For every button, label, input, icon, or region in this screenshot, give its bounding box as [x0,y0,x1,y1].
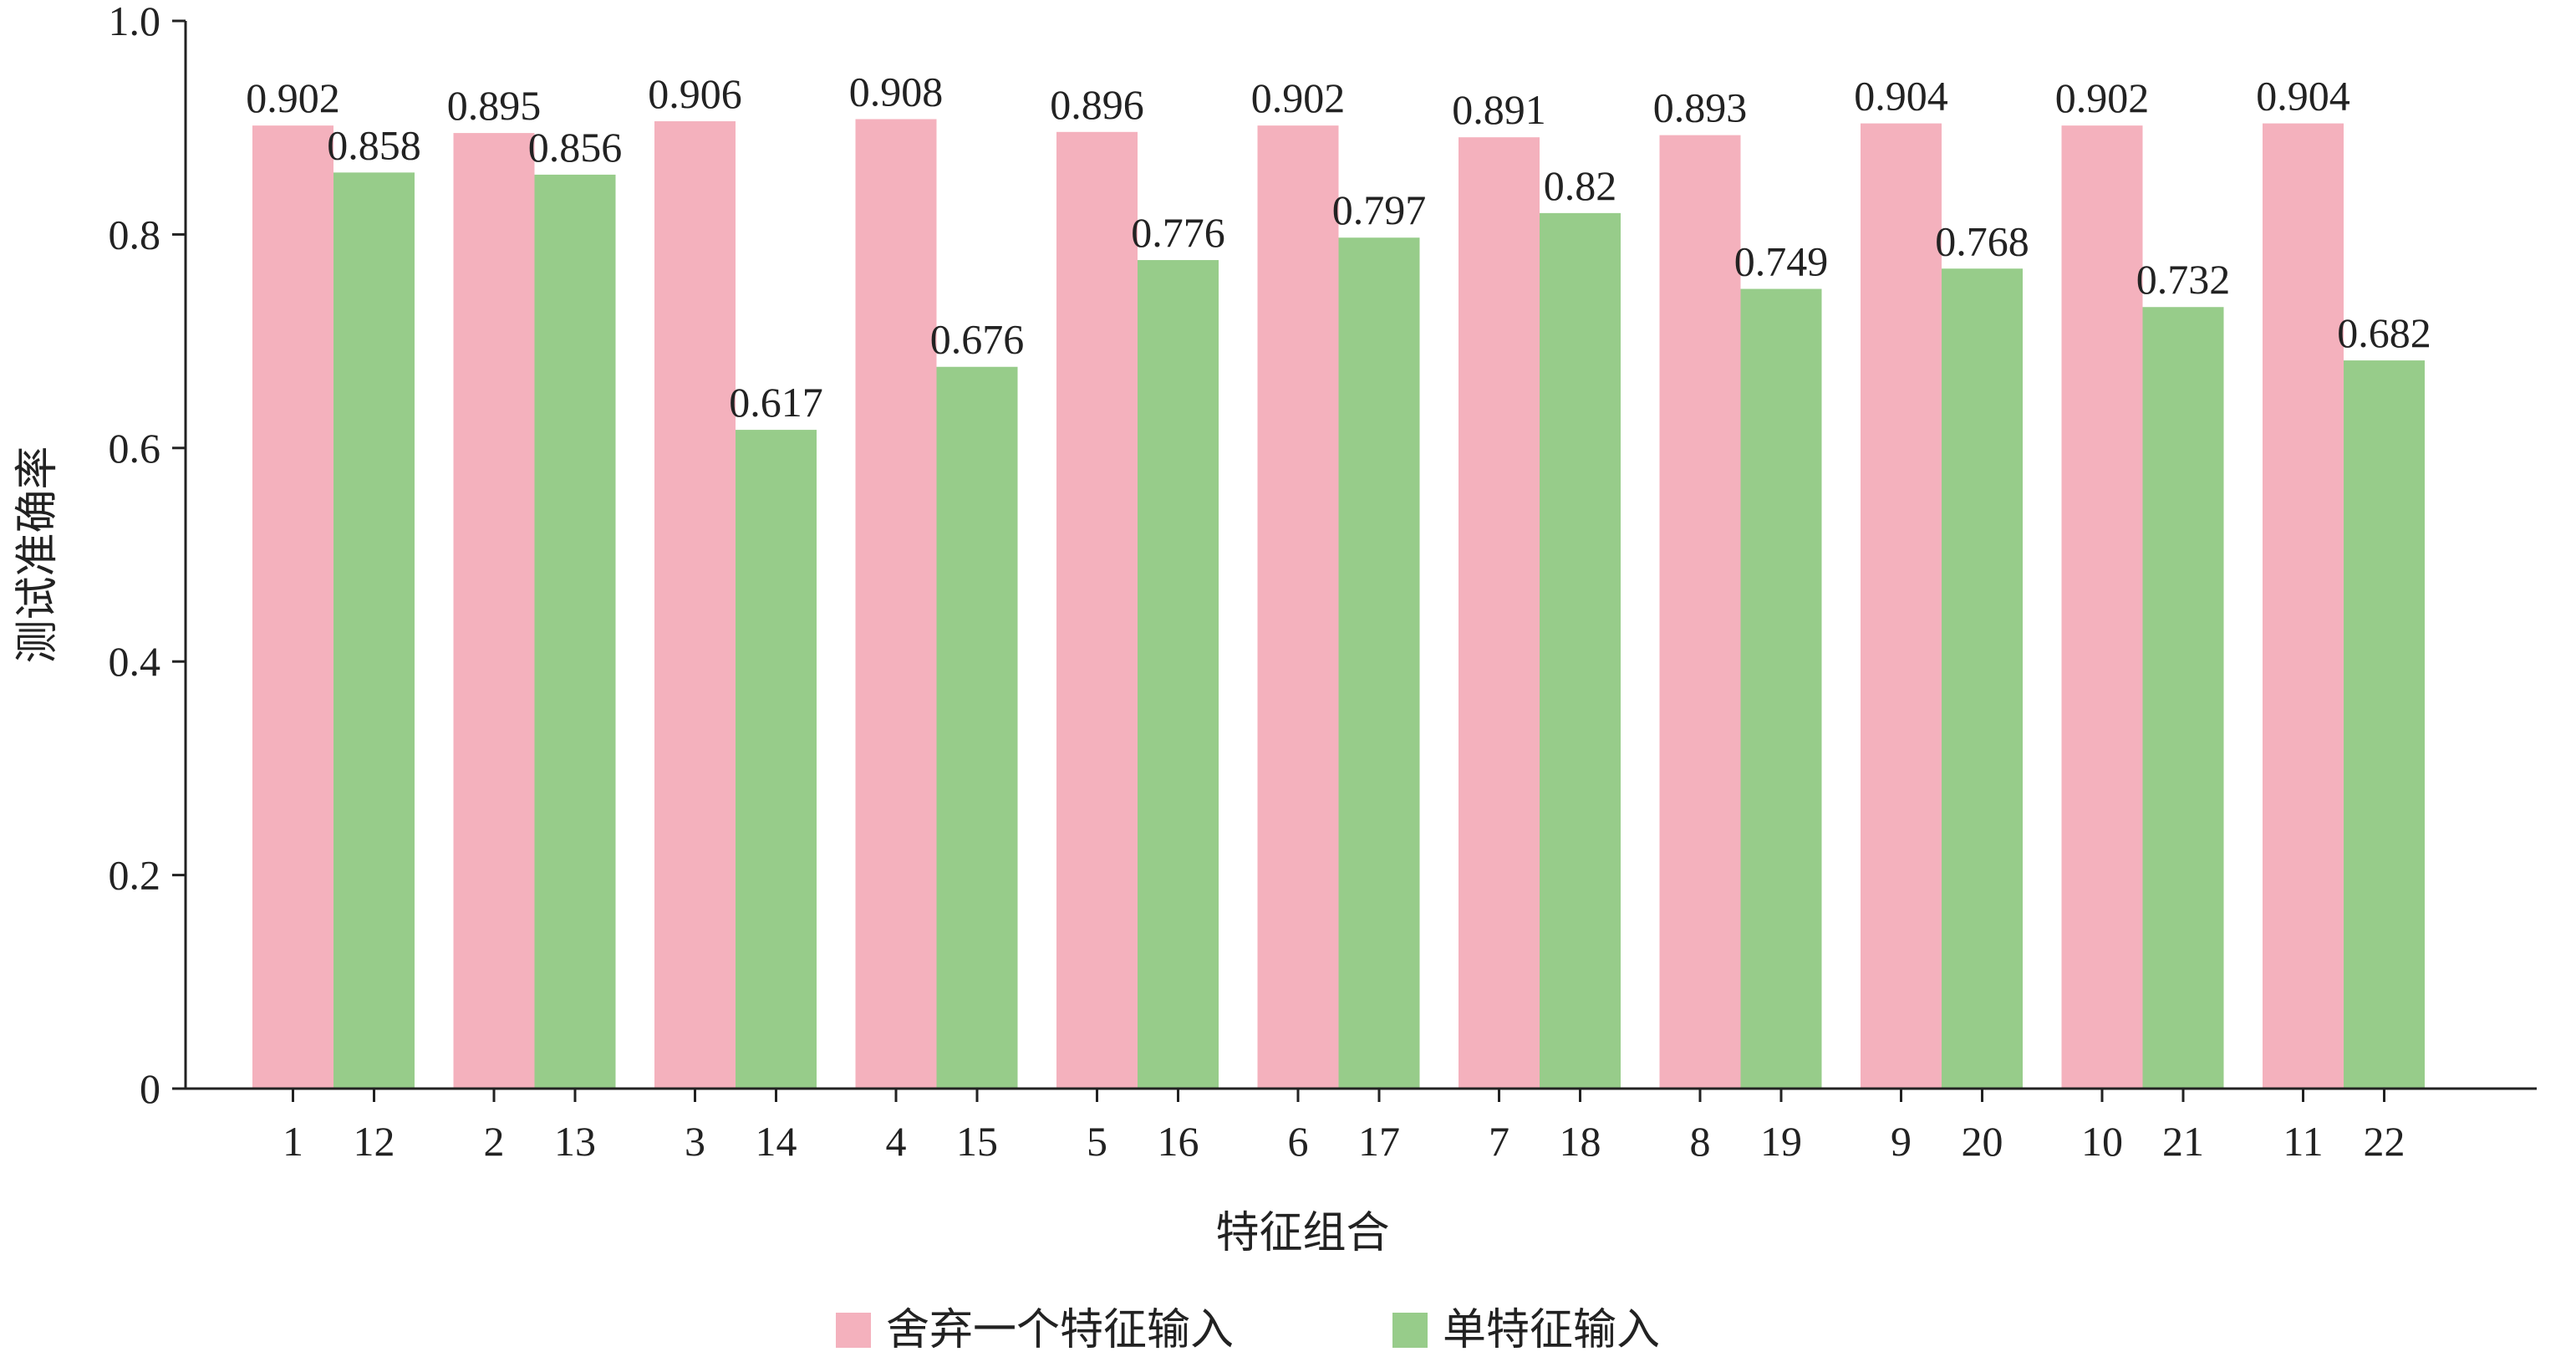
x-tick-label: 3 [685,1118,705,1165]
x-tick-label: 11 [2283,1118,2323,1165]
y-ticks-layer: 0 0.2 0.4 0.6 0.8 1.0 [109,0,186,1112]
x-tick-label: 7 [1489,1118,1509,1165]
data-label: 0.676 [930,316,1025,363]
bar-drop-one [855,119,937,1089]
data-label: 0.749 [1734,238,1829,285]
x-tick-label: 10 [2081,1118,2123,1165]
x-tick-label: 15 [956,1118,998,1165]
data-labels-layer: 0.9020.8580.8950.8560.9060.6170.9080.676… [246,68,2431,426]
y-tick-label: 0.2 [109,852,161,899]
bar-single [1942,268,2023,1089]
x-tick-label: 18 [1560,1118,1601,1165]
data-label: 0.902 [1251,74,1346,121]
x-tick-label: 20 [1962,1118,2003,1165]
data-label: 0.858 [327,121,421,168]
data-label: 0.906 [648,70,742,117]
bar-single [736,430,817,1089]
legend-label-single: 单特征输入 [1443,1307,1660,1354]
legend: 舍弃一个特征输入 单特征输入 [836,1307,1660,1354]
bars-layer [252,119,2425,1089]
x-tick-label: 2 [484,1118,505,1165]
data-label: 0.682 [2337,309,2431,356]
y-axis-title: 测试准确率 [14,446,62,663]
data-label: 0.82 [1544,162,1617,209]
bar-single [2142,307,2224,1089]
bar-single [2344,360,2425,1089]
data-label: 0.617 [729,379,823,426]
bar-drop-one [654,121,736,1089]
legend-swatch-single [1392,1313,1428,1348]
x-tick-label: 19 [1760,1118,1802,1165]
bar-single [1540,212,1621,1089]
x-tick-label: 4 [886,1118,907,1165]
data-label: 0.902 [246,74,340,121]
axes-layer [184,21,2537,1090]
bar-drop-one [1659,135,1741,1089]
data-label: 0.904 [2256,73,2350,120]
x-tick-label: 9 [1891,1118,1912,1165]
bar-single [1740,288,1822,1089]
x-tick-label: 5 [1087,1118,1107,1165]
data-label: 0.895 [447,82,542,129]
y-tick-label: 0.4 [109,638,161,685]
bar-drop-one [252,125,333,1089]
bar-drop-one [1056,131,1138,1089]
x-tick-label: 17 [1358,1118,1400,1165]
bar-drop-one [453,133,535,1089]
data-label: 0.891 [1452,86,1546,133]
data-label: 0.904 [1854,73,1948,120]
bar-single [1138,260,1219,1089]
x-tick-label: 8 [1690,1118,1711,1165]
y-tick-label: 0.6 [109,425,161,472]
bar-drop-one [1257,125,1339,1089]
y-tick-label: 1.0 [109,0,161,44]
x-tick-label: 12 [354,1118,395,1165]
bar-drop-one [2061,125,2143,1089]
y-tick-label: 0.8 [109,211,161,258]
x-tick-label: 16 [1158,1118,1199,1165]
data-label: 0.902 [2055,74,2150,121]
bar-single [1338,237,1420,1089]
bar-drop-one [1459,137,1540,1089]
bar-single [333,172,415,1089]
x-tick-label: 1 [283,1118,303,1165]
x-tick-label: 21 [2162,1118,2204,1165]
bar-single [936,366,1018,1089]
data-label: 0.768 [1935,217,2029,264]
bar-drop-one [2263,123,2344,1089]
data-label: 0.896 [1050,81,1144,128]
legend-swatch-drop-one [836,1313,871,1348]
data-label: 0.893 [1653,84,1748,131]
bar-single [534,174,616,1089]
data-label: 0.776 [1131,209,1225,256]
x-axis-title: 特征组合 [1215,1210,1389,1257]
x-tick-label: 6 [1288,1118,1309,1165]
x-tick-label: 22 [2364,1118,2405,1165]
data-label: 0.856 [528,124,623,171]
y-tick-label: 0 [140,1065,160,1112]
legend-label-drop-one: 舍弃一个特征输入 [886,1307,1234,1354]
x-ticks-layer: 1 12 2 13 3 14 4 15 5 16 6 17 7 18 8 19 9 20 10 21 11 22 [283,1089,2405,1165]
x-tick-label: 13 [554,1118,596,1165]
x-tick-label: 14 [756,1118,797,1165]
data-label: 0.908 [849,68,944,115]
data-label: 0.797 [1332,186,1427,233]
bar-drop-one [1861,123,1942,1089]
data-label: 0.732 [2136,256,2231,303]
